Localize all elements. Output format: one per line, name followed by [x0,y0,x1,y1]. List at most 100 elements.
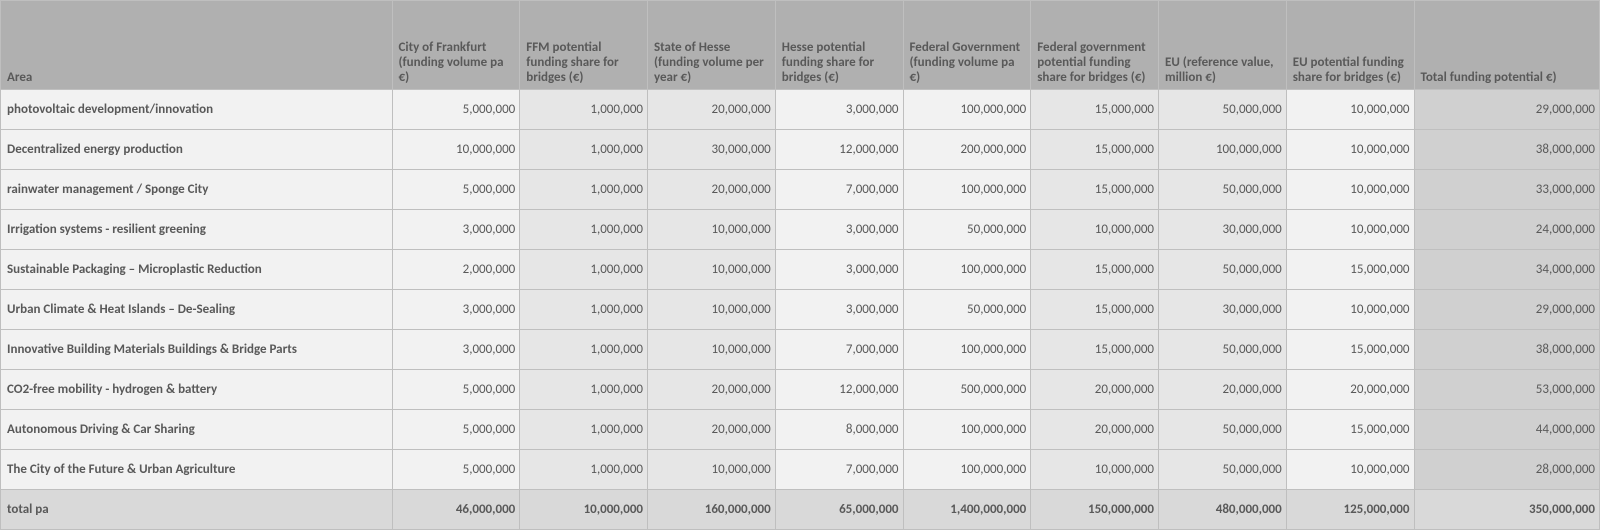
value-cell: 7,000,000 [775,450,903,490]
value-cell: 50,000,000 [1159,410,1287,450]
area-cell: Sustainable Packaging – Microplastic Red… [1,250,393,290]
value-cell: 34,000,000 [1414,250,1600,290]
value-cell: 100,000,000 [903,250,1031,290]
value-cell: 20,000,000 [1031,410,1159,450]
value-cell: 20,000,000 [648,90,776,130]
value-cell: 5,000,000 [392,370,520,410]
value-cell: 5,000,000 [392,410,520,450]
area-cell: The City of the Future & Urban Agricultu… [1,450,393,490]
value-cell: 20,000,000 [1286,370,1414,410]
table-row: The City of the Future & Urban Agricultu… [1,450,1600,490]
value-cell: 12,000,000 [775,370,903,410]
value-cell: 10,000,000 [1031,450,1159,490]
value-cell: 28,000,000 [1414,450,1600,490]
value-cell: 100,000,000 [903,330,1031,370]
col-header-total: Total funding potential €) [1414,1,1600,90]
value-cell: 24,000,000 [1414,210,1600,250]
value-cell: 1,000,000 [520,330,648,370]
value-cell: 10,000,000 [1286,130,1414,170]
value-cell: 10,000,000 [1286,170,1414,210]
area-cell: photovoltaic development/innovation [1,90,393,130]
value-cell: 1,000,000 [520,170,648,210]
value-cell: 100,000,000 [903,450,1031,490]
value-cell: 15,000,000 [1031,250,1159,290]
value-cell: 30,000,000 [648,130,776,170]
value-cell: 1,000,000 [520,410,648,450]
area-cell: CO2-free mobility - hydrogen & battery [1,370,393,410]
value-cell: 1,000,000 [520,90,648,130]
value-cell: 38,000,000 [1414,330,1600,370]
value-cell: 100,000,000 [903,410,1031,450]
value-cell: 15,000,000 [1286,330,1414,370]
value-cell: 15,000,000 [1031,130,1159,170]
value-cell: 500,000,000 [903,370,1031,410]
value-cell: 50,000,000 [1159,450,1287,490]
table-row: photovoltaic development/innovation5,000… [1,90,1600,130]
value-cell: 7,000,000 [775,330,903,370]
table-row: rainwater management / Sponge City5,000,… [1,170,1600,210]
col-header-hesse-share: Hesse potential funding share for bridge… [775,1,903,90]
table-row: CO2-free mobility - hydrogen & battery5,… [1,370,1600,410]
value-cell: 50,000,000 [1159,330,1287,370]
area-cell: Irrigation systems - resilient greening [1,210,393,250]
value-cell: 10,000,000 [1286,210,1414,250]
value-cell: 3,000,000 [775,210,903,250]
value-cell: 1,000,000 [520,290,648,330]
value-cell: 20,000,000 [648,170,776,210]
funding-table: Area City of Frankfurt (funding volume p… [0,0,1600,530]
value-cell: 15,000,000 [1031,330,1159,370]
col-header-fed-vol: Federal Government (funding volume pa €) [903,1,1031,90]
value-cell: 100,000,000 [903,90,1031,130]
value-cell: 10,000,000 [392,130,520,170]
value-cell: 10,000,000 [648,450,776,490]
value-cell: 3,000,000 [775,290,903,330]
value-cell: 200,000,000 [903,130,1031,170]
value-cell: 10,000,000 [648,210,776,250]
value-cell: 10,000,000 [1031,210,1159,250]
value-cell: 100,000,000 [1159,130,1287,170]
area-cell: Innovative Building Materials Buildings … [1,330,393,370]
table-row: Urban Climate & Heat Islands – De-Sealin… [1,290,1600,330]
value-cell: 20,000,000 [1031,370,1159,410]
table-row: Innovative Building Materials Buildings … [1,330,1600,370]
value-cell: 30,000,000 [1159,210,1287,250]
value-cell: 20,000,000 [648,370,776,410]
col-header-ffm-share: FFM potential funding share for bridges … [520,1,648,90]
value-cell: 3,000,000 [775,250,903,290]
table-row: Sustainable Packaging – Microplastic Red… [1,250,1600,290]
value-cell: 10,000,000 [1286,90,1414,130]
value-cell: 3,000,000 [392,210,520,250]
value-cell: 8,000,000 [775,410,903,450]
value-cell: 2,000,000 [392,250,520,290]
col-header-eu-vol: EU (reference value, million €) [1159,1,1287,90]
col-header-fed-share: Federal government potential funding sha… [1031,1,1159,90]
value-cell: 53,000,000 [1414,370,1600,410]
value-cell: 15,000,000 [1031,90,1159,130]
value-cell: 50,000,000 [1159,90,1287,130]
col-header-area: Area [1,1,393,90]
value-cell: 1,000,000 [520,450,648,490]
value-cell: 7,000,000 [775,170,903,210]
header-row: Area City of Frankfurt (funding volume p… [1,1,1600,90]
value-cell: 15,000,000 [1031,170,1159,210]
value-cell: 15,000,000 [1031,290,1159,330]
col-header-eu-share: EU potential funding share for bridges (… [1286,1,1414,90]
table-row: Autonomous Driving & Car Sharing5,000,00… [1,410,1600,450]
value-cell: 1,000,000 [520,370,648,410]
value-cell: 12,000,000 [775,130,903,170]
value-cell: 29,000,000 [1414,90,1600,130]
value-cell: 50,000,000 [1159,170,1287,210]
value-cell: 15,000,000 [1286,410,1414,450]
value-cell: 1,000,000 [520,130,648,170]
area-cell: Urban Climate & Heat Islands – De-Sealin… [1,290,393,330]
value-cell: 15,000,000 [1286,250,1414,290]
value-cell: 100,000,000 [903,170,1031,210]
value-cell: 10,000,000 [1286,290,1414,330]
value-cell: 33,000,000 [1414,170,1600,210]
value-cell: 1,000,000 [520,250,648,290]
value-cell: 29,000,000 [1414,290,1600,330]
table-row: Decentralized energy production10,000,00… [1,130,1600,170]
value-cell: 10,000,000 [648,250,776,290]
value-cell: 1,000,000 [520,210,648,250]
value-cell: 5,000,000 [392,90,520,130]
